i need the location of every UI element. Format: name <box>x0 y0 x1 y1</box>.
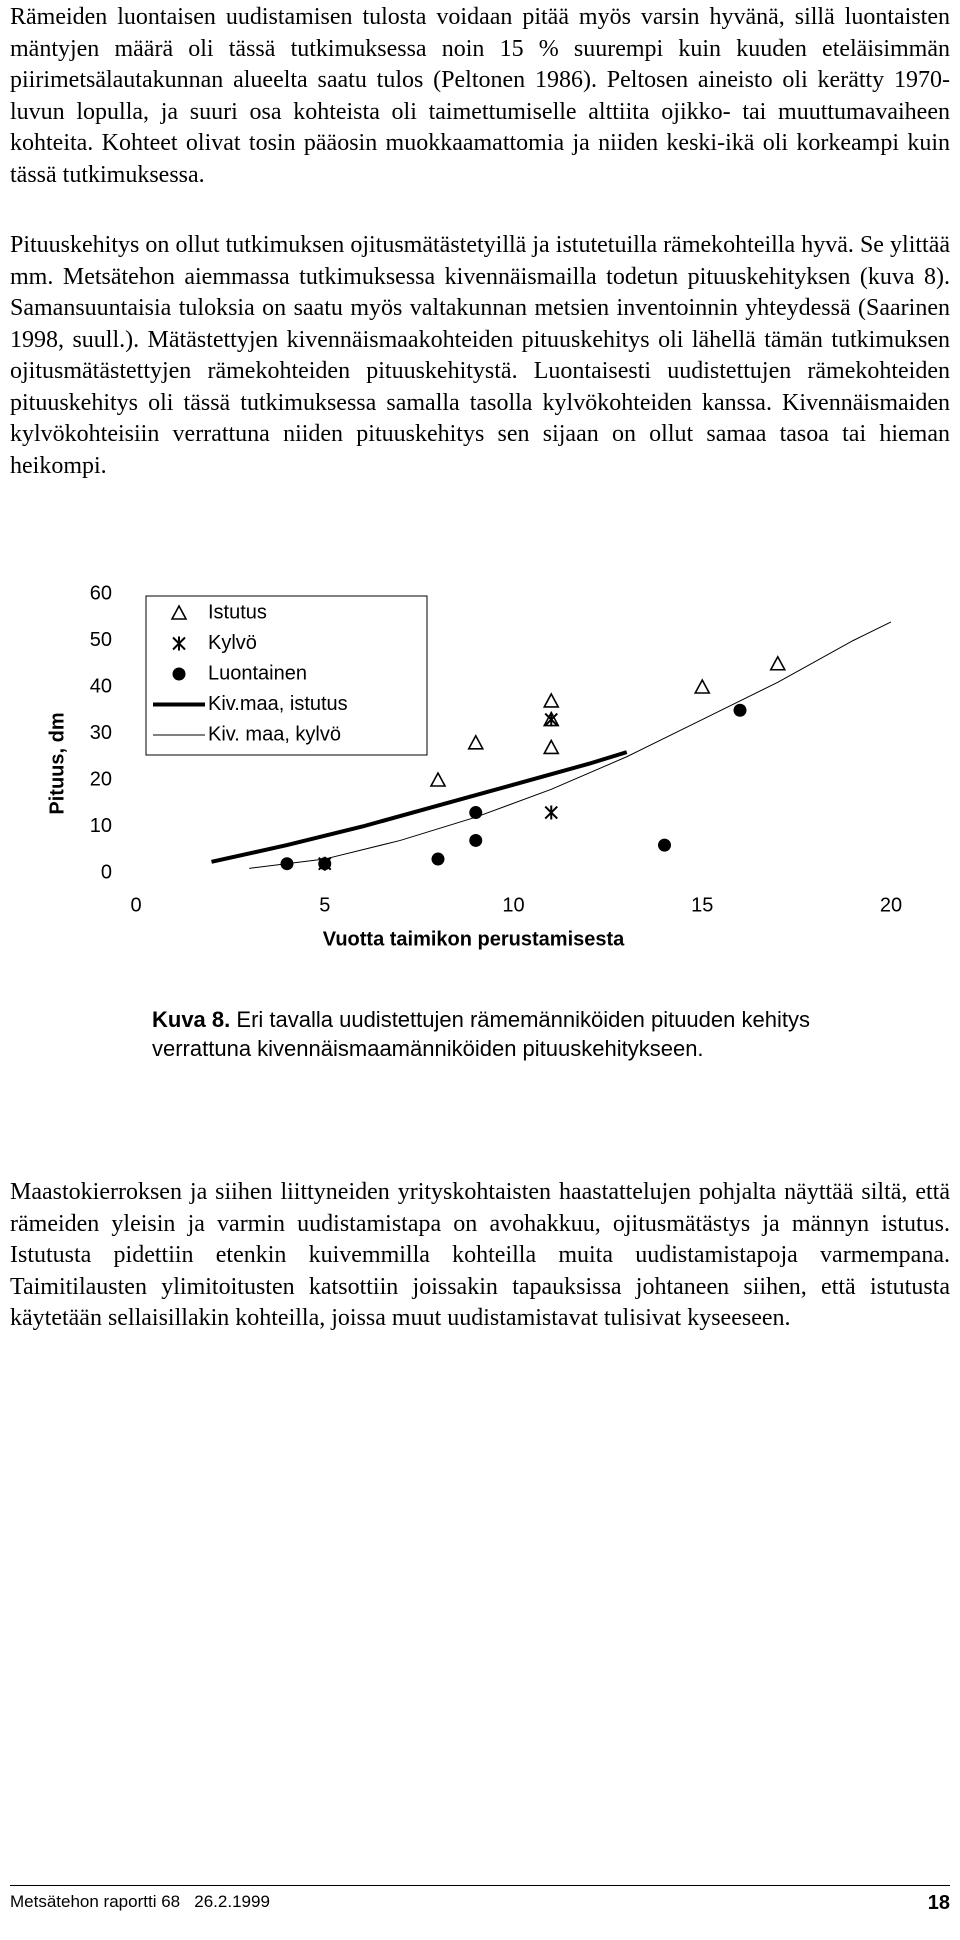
y-tick-label: 0 <box>101 861 112 883</box>
triangle-marker <box>170 604 188 620</box>
legend: Istutus Kylvö Luontainen Kiv.maa, istutus Ki… <box>145 595 428 756</box>
asterisk-marker <box>544 805 558 820</box>
asterisk-marker <box>172 636 186 651</box>
paragraph: Maastokierroksen ja siihen liittyneiden … <box>10 1179 950 1331</box>
chart: 0 10 20 30 40 50 60 0 5 10 15 20 Vuotta taimikon per… <box>46 582 902 950</box>
y-tick-label: 40 <box>90 675 112 697</box>
triangle-marker <box>769 655 787 671</box>
triangle-marker <box>429 771 447 787</box>
paragraph: Rämeiden luontaisen uudistamisen tulosta… <box>10 4 950 188</box>
x-tick-label: 20 <box>880 894 902 916</box>
caption: Kuva 8. Eri tavalla uudistettujen rämemä… <box>152 1005 832 1063</box>
triangle-marker <box>693 678 711 694</box>
caption-text: Eri tavalla uudistettujen rämemänniköide… <box>152 1007 810 1061</box>
footer-left: Metsätehon raportti 68 26.2.1999 <box>10 1892 270 1911</box>
x-tick-label: 10 <box>502 894 524 916</box>
triangle-marker <box>467 734 485 750</box>
legend-label: Kylvö <box>208 632 257 654</box>
triangle-marker <box>542 738 560 755</box>
dot-marker <box>431 852 445 866</box>
footer: Metsätehon raportti 68 26.2.1999 18 <box>10 1885 950 1914</box>
legend-label: Kiv.maa, istutus <box>208 693 348 715</box>
x-tick-label: 15 <box>691 894 713 916</box>
y-axis-title: Pituus, dm <box>46 712 68 814</box>
line-series <box>211 750 628 864</box>
asterisk-marker <box>544 712 558 727</box>
x-tick-label: 0 <box>130 894 141 916</box>
legend-label: Kiv. maa, kylvö <box>208 723 341 745</box>
triangle-marker <box>542 692 560 708</box>
dot-marker <box>318 857 332 871</box>
x-axis-title: Vuotta taimikon perustamisesta <box>323 928 625 950</box>
dot-marker <box>469 833 483 847</box>
y-tick-label: 60 <box>90 582 112 604</box>
line-series <box>249 621 892 869</box>
dot-marker <box>658 838 671 852</box>
caption-label: Kuva 8. <box>152 1007 231 1032</box>
y-tick-label: 20 <box>90 768 112 790</box>
paragraph: Pituuskehitys on ollut tutkimuksen ojitu… <box>10 232 950 479</box>
legend-label: Istutus <box>208 601 267 623</box>
page-number: 18 <box>927 1892 950 1914</box>
y-tick-label: 10 <box>90 815 112 837</box>
y-tick-label: 50 <box>90 629 112 651</box>
dot-marker <box>172 667 186 681</box>
dot-marker <box>733 703 747 717</box>
x-tick-label: 5 <box>319 894 330 916</box>
y-tick-label: 30 <box>90 722 112 744</box>
legend-label: Luontainen <box>208 662 307 684</box>
legend-box <box>145 595 428 756</box>
